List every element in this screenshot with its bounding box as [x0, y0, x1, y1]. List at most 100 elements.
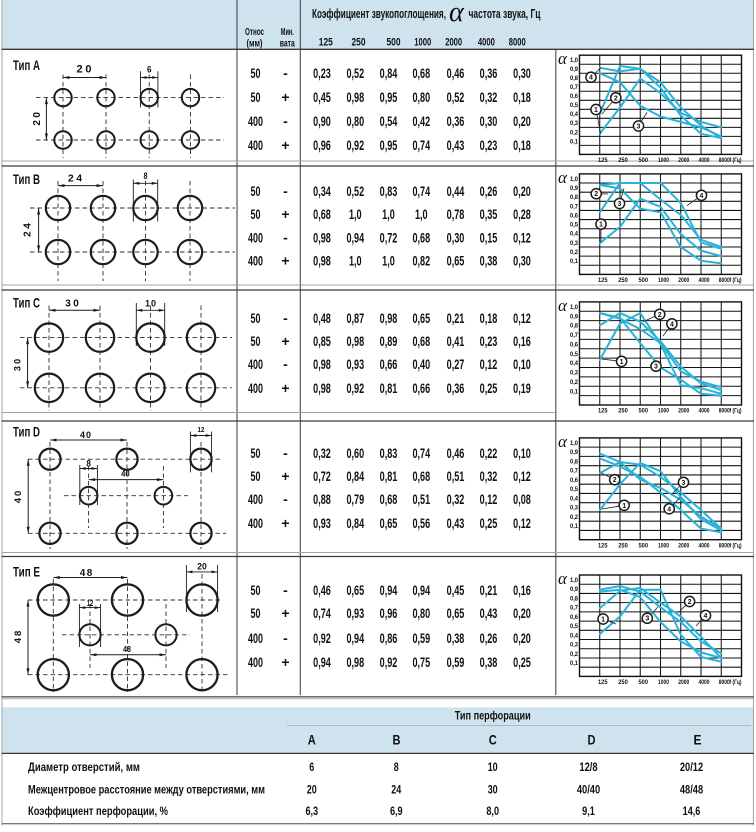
svg-text:4: 4 [589, 75, 593, 82]
svg-text:0,90: 0,90 [313, 114, 331, 129]
svg-text:0,94: 0,94 [346, 230, 364, 245]
svg-text:500: 500 [387, 37, 401, 49]
svg-text:Относ: Относ [245, 27, 264, 38]
svg-text:0,25: 0,25 [513, 655, 531, 670]
svg-text:0,9: 0,9 [570, 313, 579, 320]
svg-text:0,4: 0,4 [570, 360, 579, 367]
svg-text:0,26: 0,26 [480, 184, 498, 199]
svg-text:0,18: 0,18 [513, 138, 531, 153]
svg-text:0,36: 0,36 [480, 66, 498, 81]
svg-text:1,0: 1,0 [570, 304, 579, 311]
svg-text:50: 50 [251, 207, 261, 222]
svg-text:0,38: 0,38 [480, 253, 498, 268]
svg-text:1: 1 [622, 503, 626, 510]
svg-text:0,2: 0,2 [570, 129, 579, 136]
svg-text:0,83: 0,83 [380, 184, 398, 199]
svg-text:400: 400 [248, 114, 263, 129]
svg-text:400: 400 [248, 381, 263, 396]
svg-text:0,28: 0,28 [513, 207, 531, 222]
svg-text:125: 125 [598, 277, 608, 284]
svg-text:0,7: 0,7 [570, 605, 579, 612]
svg-text:1000: 1000 [658, 277, 669, 284]
svg-text:1000: 1000 [658, 542, 669, 549]
svg-text:50: 50 [251, 90, 261, 105]
svg-text:0,32: 0,32 [480, 90, 498, 105]
svg-text:0,8: 0,8 [570, 595, 579, 602]
svg-text:Тип D: Тип D [13, 424, 40, 440]
svg-text:1000: 1000 [414, 37, 431, 49]
svg-text:0,20: 0,20 [513, 606, 531, 621]
svg-text:0,65: 0,65 [380, 516, 398, 531]
svg-text:400: 400 [248, 253, 263, 268]
svg-text:0,98: 0,98 [313, 230, 331, 245]
svg-text:0,36: 0,36 [447, 114, 465, 129]
svg-text:0,38: 0,38 [447, 631, 465, 646]
svg-text:0,59: 0,59 [447, 655, 465, 670]
svg-text:B: B [393, 733, 401, 748]
svg-text:4: 4 [700, 193, 704, 200]
svg-text:1: 1 [594, 107, 598, 114]
svg-text:2: 2 [688, 599, 692, 606]
svg-text:0,5: 0,5 [570, 486, 579, 493]
svg-text:0,8: 0,8 [570, 458, 579, 465]
svg-text:0,2: 0,2 [570, 651, 579, 658]
svg-text:1,0: 1,0 [570, 577, 579, 584]
svg-text:0,81: 0,81 [380, 469, 398, 484]
svg-text:Диаметр отверстий, мм: Диаметр отверстий, мм [28, 760, 140, 774]
svg-text:400: 400 [248, 230, 263, 245]
svg-text:0,8: 0,8 [570, 323, 579, 330]
svg-text:0,23: 0,23 [480, 334, 498, 349]
svg-text:C: C [489, 733, 497, 748]
svg-text:0,43: 0,43 [447, 138, 465, 153]
svg-text:1: 1 [620, 359, 624, 366]
svg-text:400: 400 [248, 492, 263, 507]
svg-text:1: 1 [601, 617, 605, 624]
svg-text:0,4: 0,4 [570, 495, 579, 502]
svg-text:+: + [281, 206, 289, 222]
svg-text:0,98: 0,98 [313, 253, 331, 268]
svg-text:10: 10 [488, 760, 498, 774]
svg-text:8000: 8000 [719, 157, 730, 164]
svg-text:0,72: 0,72 [380, 230, 398, 245]
svg-text:0,16: 0,16 [513, 583, 531, 598]
svg-text:48: 48 [80, 568, 93, 579]
svg-text:4000: 4000 [699, 408, 710, 415]
svg-text:0,93: 0,93 [346, 606, 364, 621]
svg-text:0,84: 0,84 [346, 516, 364, 531]
svg-text:0,1: 0,1 [570, 523, 579, 530]
svg-text:0,92: 0,92 [346, 138, 364, 153]
svg-text:0,85: 0,85 [313, 334, 331, 349]
svg-text:0,89: 0,89 [380, 334, 398, 349]
svg-text:0,9: 0,9 [570, 185, 579, 192]
svg-text:0,27: 0,27 [447, 357, 465, 372]
svg-text:0,7: 0,7 [570, 84, 579, 91]
svg-text:0,83: 0,83 [380, 446, 398, 461]
svg-text:0,68: 0,68 [412, 230, 430, 245]
svg-text:14,6: 14,6 [683, 804, 701, 818]
svg-text:48/48: 48/48 [680, 783, 704, 797]
svg-text:0,42: 0,42 [412, 114, 430, 129]
svg-text:50: 50 [251, 469, 261, 484]
svg-text:-: - [283, 229, 288, 245]
svg-text:-: - [283, 491, 288, 507]
svg-text:50: 50 [251, 66, 261, 81]
svg-text:E: E [694, 733, 702, 748]
svg-text:0,59: 0,59 [412, 631, 430, 646]
svg-text:0,30: 0,30 [447, 230, 465, 245]
svg-text:0,08: 0,08 [513, 492, 531, 507]
svg-text:α: α [558, 296, 568, 315]
svg-text:0,23: 0,23 [480, 138, 498, 153]
svg-text:3: 3 [682, 480, 686, 487]
svg-text:+: + [281, 654, 289, 670]
svg-text:+: + [281, 89, 289, 105]
svg-text:0,43: 0,43 [480, 606, 498, 621]
svg-text:+: + [281, 468, 289, 484]
svg-text:0,88: 0,88 [313, 492, 331, 507]
svg-text:0,74: 0,74 [412, 138, 430, 153]
svg-text:8000: 8000 [719, 542, 730, 549]
svg-text:50: 50 [251, 311, 261, 326]
svg-text:0,96: 0,96 [380, 606, 398, 621]
svg-text:125: 125 [319, 37, 333, 49]
svg-text:(мм): (мм) [247, 38, 263, 49]
svg-text:0,30: 0,30 [513, 253, 531, 268]
